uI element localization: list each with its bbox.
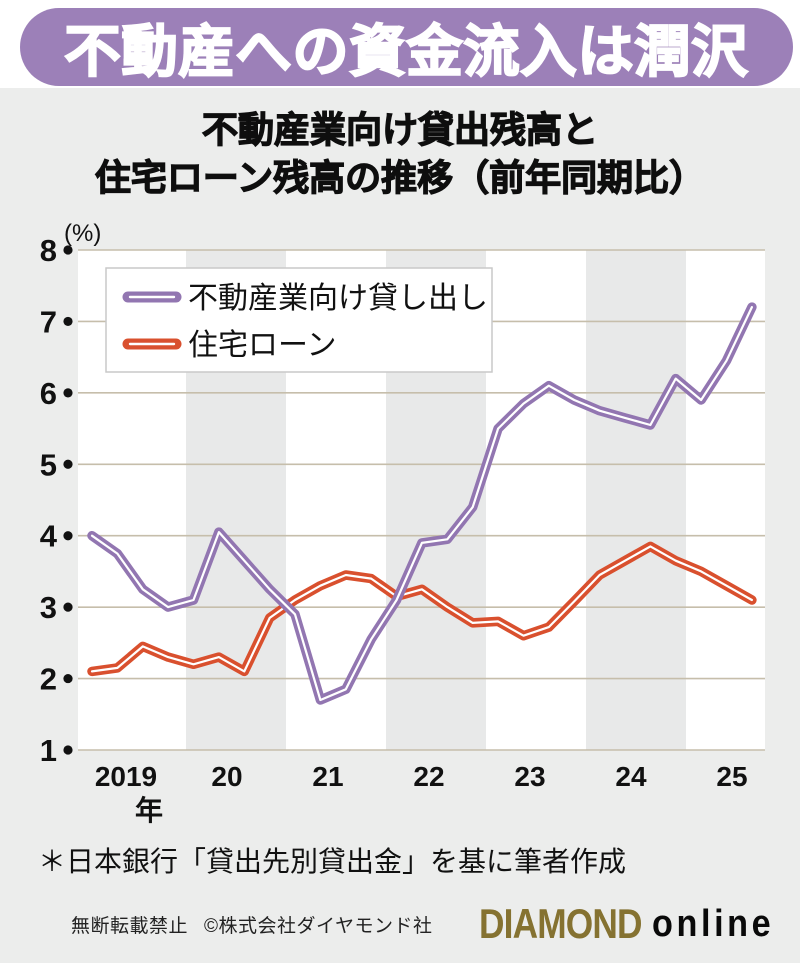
chart-title: 不動産業向け貸出残高と 住宅ローン残高の推移（前年同期比） (0, 106, 800, 201)
x-tick-label: 21 (312, 761, 343, 792)
y-tick-dot (63, 388, 73, 398)
x-tick-label: 22 (413, 761, 444, 792)
legend-label-1: 住宅ローン (188, 329, 337, 362)
x-axis-unit-label: 年 (135, 794, 163, 826)
x-tick-label: 25 (716, 761, 747, 792)
source-footnote: ＊日本銀行「貸出先別貸出金」を基に筆者作成 (38, 846, 627, 877)
chart-title-line1: 不動産業向け貸出残高と (201, 108, 598, 150)
logo-diamond-text: DIAMOND (479, 900, 643, 947)
y-tick-label: 8 (40, 233, 57, 268)
y-tick-dot (63, 459, 73, 469)
y-tick-dot (63, 245, 73, 255)
chart-title-line2: 住宅ローン残高の推移（前年同期比） (94, 156, 706, 198)
y-tick-dot (63, 602, 73, 612)
y-tick-label: 3 (40, 590, 57, 625)
x-tick-label: 23 (514, 761, 545, 792)
y-tick-label: 1 (40, 733, 57, 768)
x-tick-label: 20 (211, 761, 242, 792)
logo-online-text: online (652, 902, 775, 945)
no-reproduction-notice: 無断転載禁止 (71, 915, 189, 937)
copyright-company: ©株式会社ダイヤモンド社 (204, 915, 433, 937)
series-line-highlight-1 (90, 545, 754, 673)
y-tick-dot (63, 531, 73, 541)
x-tick-label: 2019 (95, 761, 157, 792)
y-tick-dot (63, 673, 73, 684)
series-line-highlight-0 (90, 306, 754, 702)
header-banner: 不動産への資金流入は潤沢 (20, 8, 793, 86)
header-banner-text: 不動産への資金流入は潤沢 (64, 19, 749, 84)
y-tick-label: 2 (40, 662, 57, 697)
y-tick-label: 5 (40, 447, 57, 482)
y-tick-label: 4 (40, 519, 58, 554)
diamond-online-logo: DIAMOND online (448, 900, 788, 948)
y-tick-label: 6 (40, 376, 57, 411)
legend-label-0: 不動産業向け貸し出し (188, 282, 488, 315)
y-tick-label: 7 (40, 304, 57, 339)
y-tick-dot (63, 745, 73, 755)
y-axis-unit-label: (%) (64, 220, 101, 247)
bottom-bar: 無断転載禁止 ©株式会社ダイヤモンド社 DIAMOND online (0, 900, 788, 948)
year-shade-band (586, 250, 686, 750)
x-tick-label: 24 (615, 761, 647, 792)
legend-box (105, 267, 493, 373)
y-tick-dot (63, 316, 73, 327)
